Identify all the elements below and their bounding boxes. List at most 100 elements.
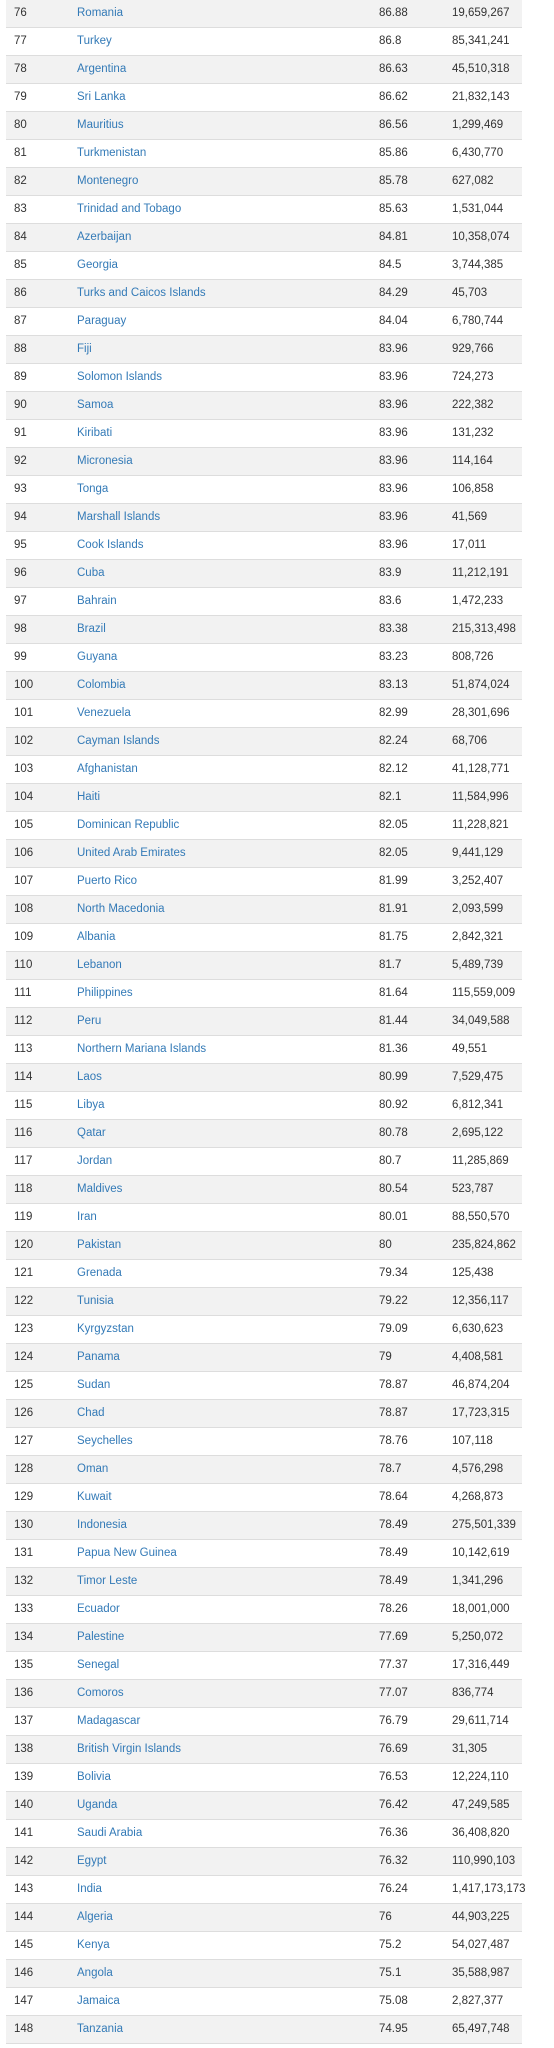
country-link[interactable]: Algeria	[77, 1911, 113, 1923]
score-cell: 83.13	[379, 679, 408, 691]
country-link[interactable]: Mauritius	[77, 119, 124, 131]
country-link[interactable]: Qatar	[77, 1127, 106, 1139]
country-link[interactable]: Guyana	[77, 651, 118, 663]
country-link[interactable]: Tunisia	[77, 1295, 114, 1307]
country-link[interactable]: Colombia	[77, 679, 126, 691]
country-link[interactable]: Turkmenistan	[77, 147, 147, 159]
country-link[interactable]: Jamaica	[77, 1995, 120, 2007]
country-link[interactable]: Fiji	[77, 343, 92, 355]
country-link[interactable]: Samoa	[77, 399, 114, 411]
country-link[interactable]: Uganda	[77, 1799, 118, 1811]
country-link[interactable]: Trinidad and Tobago	[77, 203, 182, 215]
country-link[interactable]: Kenya	[77, 1939, 110, 1951]
table-row: 123 Kyrgyzstan 79.09 6,630,623	[6, 1316, 522, 1344]
score-cell: 83.96	[379, 371, 408, 383]
country-link[interactable]: India	[77, 1883, 102, 1895]
country-link[interactable]: Romania	[77, 7, 124, 19]
country-link[interactable]: Saudi Arabia	[77, 1827, 143, 1839]
country-link[interactable]: Micronesia	[77, 455, 133, 467]
country-link[interactable]: Panama	[77, 1351, 120, 1363]
country-link[interactable]: Indonesia	[77, 1519, 127, 1531]
country-link[interactable]: Laos	[77, 1071, 102, 1083]
rank-cell: 104	[14, 791, 34, 803]
population-cell: 11,584,996	[452, 791, 509, 803]
country-link[interactable]: Madagascar	[77, 1715, 141, 1727]
rank-cell: 96	[14, 567, 27, 579]
country-link[interactable]: Ecuador	[77, 1603, 120, 1615]
country-link[interactable]: Iran	[77, 1211, 97, 1223]
country-link[interactable]: Angola	[77, 1967, 113, 1979]
score-cell: 83.6	[379, 595, 402, 607]
population-cell: 10,358,074	[452, 231, 510, 243]
country-link[interactable]: Senegal	[77, 1659, 120, 1671]
country-link[interactable]: Sri Lanka	[77, 91, 126, 103]
rank-cell: 113	[14, 1043, 33, 1055]
score-cell: 77.69	[379, 1631, 408, 1643]
country-link[interactable]: Timor Leste	[77, 1575, 138, 1587]
country-link[interactable]: Turks and Caicos Islands	[77, 287, 206, 299]
country-link[interactable]: Dominican Republic	[77, 819, 180, 831]
country-link[interactable]: Egypt	[77, 1855, 107, 1867]
population-cell: 1,472,233	[452, 595, 504, 607]
country-link[interactable]: Afghanistan	[77, 763, 138, 775]
country-link[interactable]: Maldives	[77, 1183, 123, 1195]
country-link[interactable]: Albania	[77, 931, 116, 943]
country-link[interactable]: British Virgin Islands	[77, 1743, 181, 1755]
country-link[interactable]: Bahrain	[77, 595, 117, 607]
country-link[interactable]: Bolivia	[77, 1771, 111, 1783]
country-link[interactable]: Turkey	[77, 35, 112, 47]
country-link[interactable]: Jordan	[77, 1155, 113, 1167]
score-cell: 78.76	[379, 1435, 408, 1447]
rank-cell: 143	[14, 1883, 34, 1895]
rank-cell: 134	[14, 1631, 34, 1643]
country-link[interactable]: Georgia	[77, 259, 118, 271]
score-cell: 84.29	[379, 287, 408, 299]
score-cell: 78.49	[379, 1575, 408, 1587]
country-link[interactable]: Cayman Islands	[77, 735, 160, 747]
country-link[interactable]: United Arab Emirates	[77, 847, 186, 859]
country-link[interactable]: Tonga	[77, 483, 109, 495]
score-cell: 81.75	[379, 931, 408, 943]
table-row: 128 Oman 78.7 4,576,298	[6, 1456, 522, 1484]
country-link[interactable]: Cook Islands	[77, 539, 144, 551]
country-link[interactable]: Sudan	[77, 1379, 111, 1391]
country-link[interactable]: Puerto Rico	[77, 875, 138, 887]
score-cell: 81.7	[379, 959, 402, 971]
country-link[interactable]: Marshall Islands	[77, 511, 161, 523]
country-link[interactable]: Kyrgyzstan	[77, 1323, 134, 1335]
country-link[interactable]: Peru	[77, 1015, 102, 1027]
country-link[interactable]: Azerbaijan	[77, 231, 132, 243]
population-cell: 41,569	[452, 511, 488, 523]
country-link[interactable]: Lebanon	[77, 959, 122, 971]
population-cell: 36,408,820	[452, 1827, 510, 1839]
country-link[interactable]: North Macedonia	[77, 903, 165, 915]
country-link[interactable]: Papua New Guinea	[77, 1547, 177, 1559]
country-link[interactable]: Kiribati	[77, 427, 113, 439]
score-cell: 83.96	[379, 343, 408, 355]
population-cell: 1,417,173,173	[452, 1883, 526, 1895]
country-link[interactable]: Paraguay	[77, 315, 127, 327]
table-row: 115 Libya 80.92 6,812,341	[6, 1092, 522, 1120]
country-link[interactable]: Comoros	[77, 1687, 124, 1699]
country-link[interactable]: Northern Mariana Islands	[77, 1043, 207, 1055]
country-link[interactable]: Cuba	[77, 567, 105, 579]
table-row: 80 Mauritius 86.56 1,299,469	[6, 112, 522, 140]
country-link[interactable]: Haiti	[77, 791, 101, 803]
rank-cell: 103	[14, 763, 34, 775]
country-link[interactable]: Philippines	[77, 987, 133, 999]
country-link[interactable]: Seychelles	[77, 1435, 133, 1447]
country-link[interactable]: Libya	[77, 1099, 105, 1111]
country-link[interactable]: Oman	[77, 1463, 109, 1475]
country-link[interactable]: Pakistan	[77, 1239, 122, 1251]
country-link[interactable]: Argentina	[77, 63, 127, 75]
country-link[interactable]: Chad	[77, 1407, 105, 1419]
country-link[interactable]: Solomon Islands	[77, 371, 163, 383]
country-link[interactable]: Kuwait	[77, 1491, 112, 1503]
country-link[interactable]: Montenegro	[77, 175, 139, 187]
country-link[interactable]: Brazil	[77, 623, 106, 635]
country-link[interactable]: Palestine	[77, 1631, 125, 1643]
country-link[interactable]: Tanzania	[77, 2023, 124, 2035]
country-link[interactable]: Grenada	[77, 1267, 122, 1279]
score-cell: 79.34	[379, 1267, 408, 1279]
country-link[interactable]: Venezuela	[77, 707, 131, 719]
